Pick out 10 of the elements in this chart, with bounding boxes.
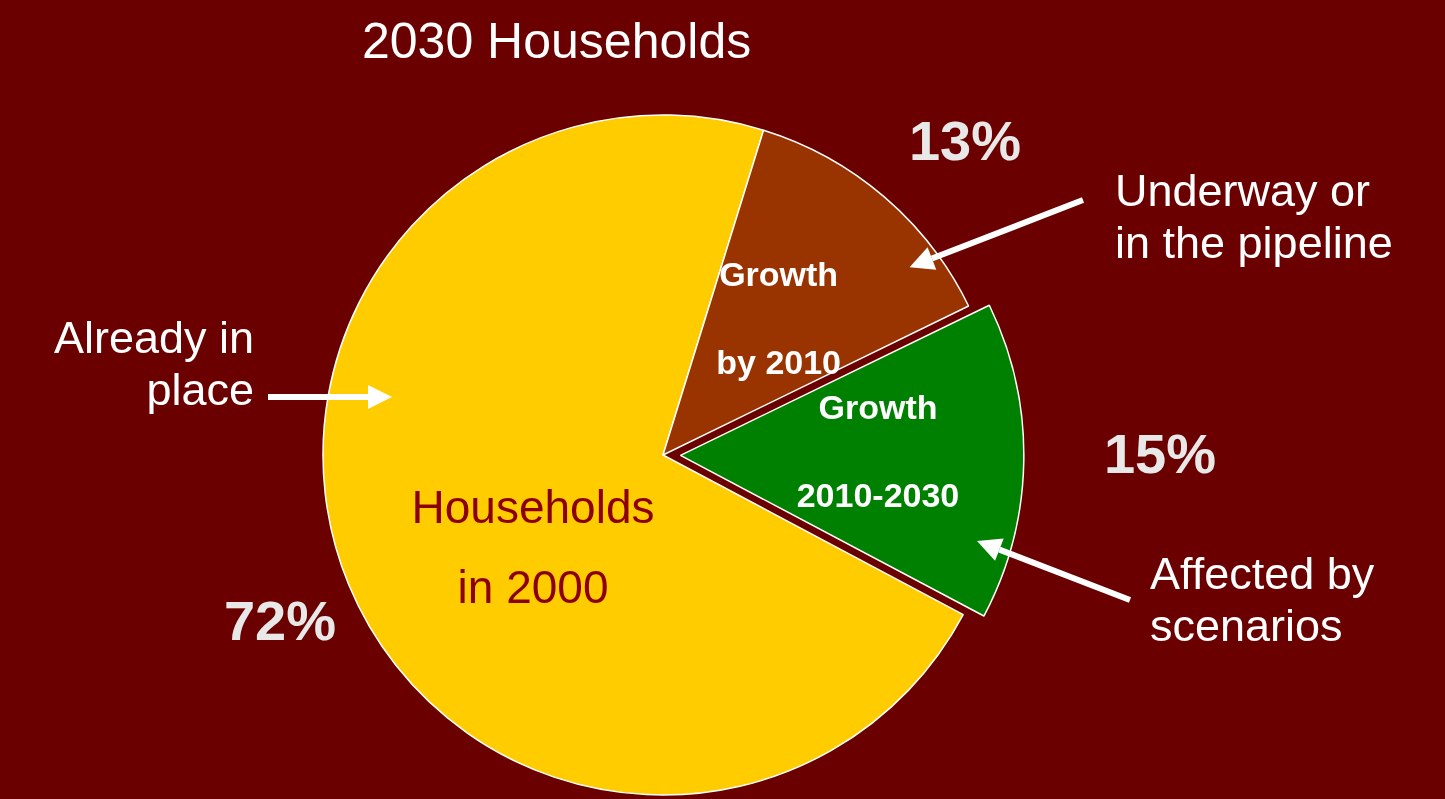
text: Underway or in the pipeline (1115, 165, 1394, 269)
data-label: 13% (908, 109, 1022, 173)
slice-label: Households in 2000 (411, 480, 655, 613)
text: Already in place (52, 312, 254, 416)
chart-title: 2030 Households (362, 13, 752, 69)
data-label: 15% (1103, 422, 1217, 486)
category-label: Growth 2010-2030 (796, 387, 960, 514)
data-label: 72% (223, 589, 337, 653)
category-label: Growth by 2010 (716, 255, 842, 382)
text: Affected by scenarios (1150, 548, 1376, 652)
